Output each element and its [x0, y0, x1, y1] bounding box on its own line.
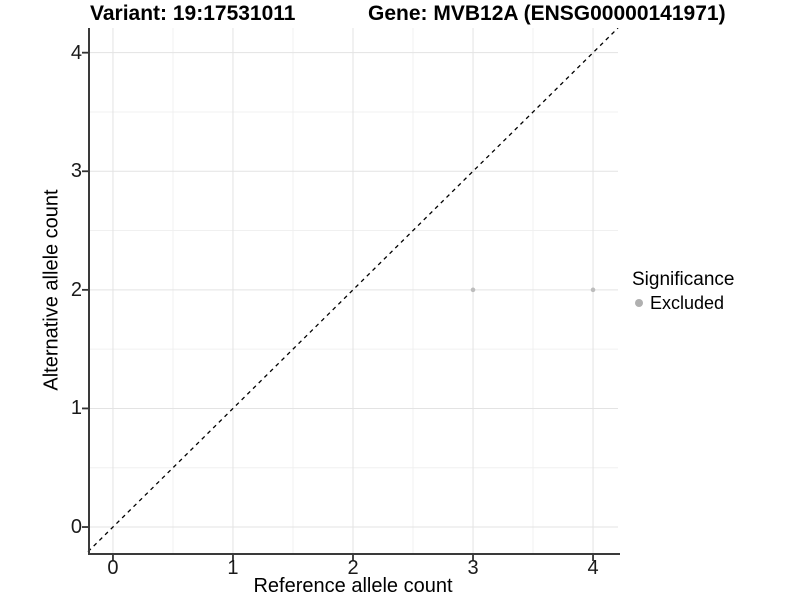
plot-title-variant: Variant: 19:17531011 [90, 2, 296, 25]
x-tick-label: 1 [227, 557, 239, 579]
legend-key-dot-icon [635, 299, 643, 307]
legend-title: Significance [632, 269, 735, 290]
legend-item-label: Excluded [650, 293, 725, 313]
x-tick-label: 4 [587, 557, 599, 579]
y-tick-label: 4 [70, 41, 82, 64]
x-axis-title: Reference allele count [253, 575, 453, 597]
x-tick-label: 2 [347, 557, 359, 579]
y-tick-label: 2 [70, 278, 82, 301]
plot-panel-canvas [82, 28, 620, 561]
plot-title-gene: Gene: MVB12A (ENSG00000141971) [368, 2, 726, 25]
legend: Significance Excluded [632, 268, 734, 314]
y-axis-title: Alternative allele count [40, 189, 63, 391]
y-tick-label: 0 [70, 516, 82, 539]
y-tick-label: 3 [70, 160, 82, 183]
x-tick-label: 3 [467, 557, 479, 579]
legend-item-excluded: Excluded [632, 292, 734, 314]
y-tick-label: 1 [70, 397, 82, 420]
x-tick-label: 0 [107, 557, 119, 579]
